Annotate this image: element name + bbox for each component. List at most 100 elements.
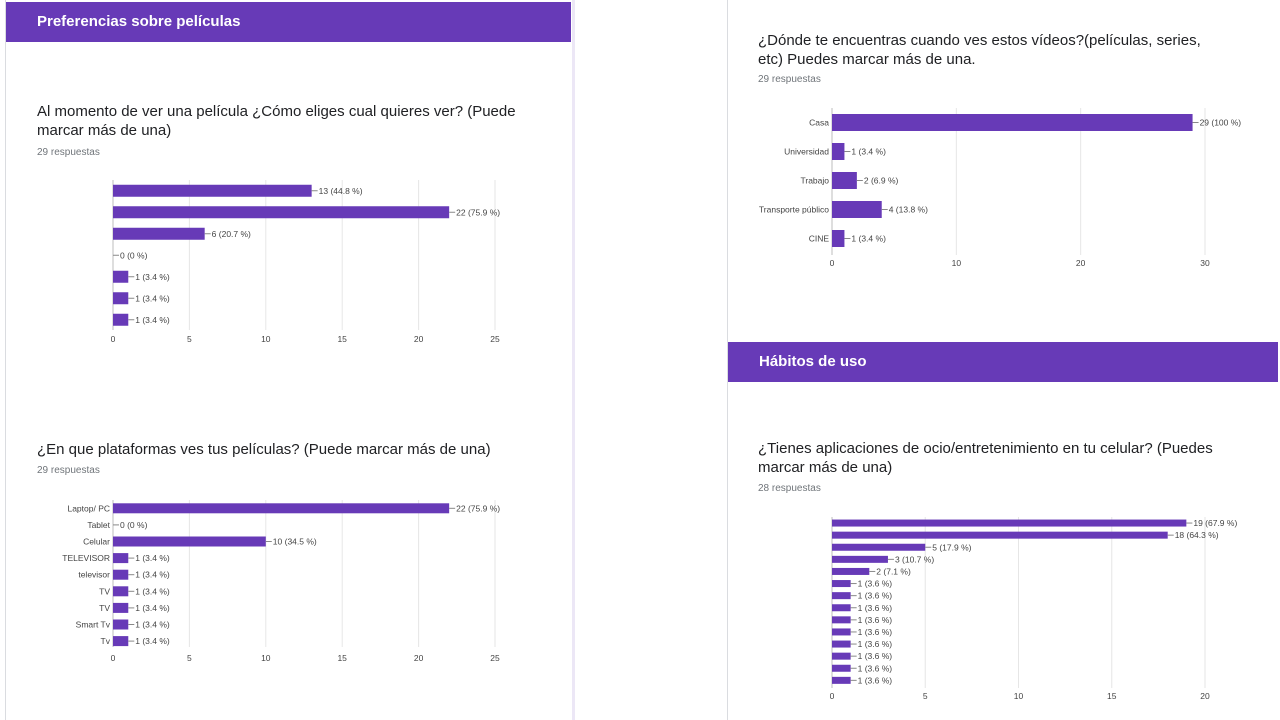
section-header-preferencias: Preferencias sobre películas (6, 2, 571, 42)
data-label: 1 (3.6 %) (858, 639, 893, 649)
data-label: 22 (75.9 %) (456, 207, 500, 217)
x-tick-label: 0 (111, 653, 116, 663)
question-3-title: ¿Dónde te encuentras cuando ves estos ví… (758, 32, 1201, 68)
bar (113, 536, 266, 547)
bar (832, 604, 851, 612)
bar (832, 114, 1193, 131)
data-label: 18 (64.3 %) (1175, 530, 1219, 540)
x-tick-label: 20 (1200, 691, 1210, 701)
category-label: Universidad (784, 147, 829, 157)
bar (113, 553, 129, 564)
data-label: 1 (3.4 %) (135, 293, 170, 303)
data-label: 10 (34.5 %) (273, 537, 317, 547)
question-2-response-count: 29 respuestas (37, 465, 100, 476)
bar (832, 172, 857, 189)
x-tick-label: 25 (490, 653, 500, 663)
data-label: 0 (0 %) (120, 250, 148, 260)
data-label: 1 (3.4 %) (135, 603, 170, 613)
bar (832, 543, 926, 551)
x-tick-label: 10 (261, 653, 271, 663)
x-tick-label: 15 (1107, 691, 1117, 701)
bar (832, 201, 882, 218)
category-label: Casa (809, 118, 829, 128)
bar (113, 503, 450, 514)
bar (113, 292, 129, 305)
x-tick-label: 20 (1076, 258, 1086, 268)
data-label: 5 (17.9 %) (932, 542, 971, 552)
category-label: Laptop/ PC (67, 503, 110, 513)
question-4-response-count: 28 respuestas (758, 483, 821, 494)
panel-divider (572, 0, 575, 720)
data-label: 1 (3.6 %) (858, 579, 893, 589)
question-1-response-count: 29 respuestas (37, 147, 100, 158)
data-label: 13 (44.8 %) (319, 186, 363, 196)
question-1-title: Al momento de ver una película ¿Cómo eli… (37, 103, 516, 139)
data-label: 1 (3.4 %) (851, 234, 886, 244)
data-label: 1 (3.6 %) (858, 675, 893, 685)
bar (113, 206, 450, 219)
x-tick-label: 20 (414, 334, 424, 344)
x-tick-label: 5 (187, 653, 192, 663)
bar (113, 569, 129, 580)
x-tick-label: 10 (1014, 691, 1024, 701)
bar (832, 230, 845, 247)
bar (832, 664, 851, 672)
data-label: 6 (20.7 %) (212, 229, 251, 239)
x-tick-label: 25 (490, 334, 500, 344)
category-label: Tv (101, 636, 111, 646)
x-tick-label: 15 (337, 653, 347, 663)
data-label: 1 (3.4 %) (135, 570, 170, 580)
x-tick-label: 20 (414, 653, 424, 663)
category-label: Transporte público (759, 205, 829, 215)
chart-question-4: 0 5 10 15 20 19 (67.9 %) 18 (64.3 %) 5 (17.9 %)… (830, 517, 1237, 701)
data-label: 1 (3.4 %) (851, 147, 886, 157)
bar (832, 555, 888, 563)
category-label: CINE (809, 234, 830, 244)
data-label: 1 (3.6 %) (858, 591, 893, 601)
category-label: Tablet (87, 520, 110, 530)
data-label: 1 (3.6 %) (858, 627, 893, 637)
data-label: 1 (3.4 %) (135, 553, 170, 563)
data-label: 1 (3.4 %) (135, 315, 170, 325)
data-label: 1 (3.6 %) (858, 615, 893, 625)
bar (832, 519, 1187, 527)
chart-question-3: 0 10 20 30 29 (100 %) Casa 1 (3.4 %) Universida… (759, 108, 1241, 268)
bar (113, 586, 129, 597)
data-label: 0 (0 %) (120, 520, 148, 530)
data-label: 1 (3.4 %) (135, 636, 170, 646)
data-label: 2 (6.9 %) (864, 176, 899, 186)
bar (113, 602, 129, 613)
bar (113, 227, 205, 240)
bar (832, 143, 845, 160)
question-4-title: ¿Tienes aplicaciones de ocio/entretenimi… (758, 440, 1213, 476)
bar (113, 270, 129, 283)
data-label: 1 (3.6 %) (858, 651, 893, 661)
bar (832, 628, 851, 636)
bar (832, 676, 851, 684)
bar (113, 619, 129, 630)
x-tick-label: 0 (111, 334, 116, 344)
left-form-panel (5, 0, 574, 720)
category-label: Celular (83, 537, 110, 547)
data-label: 1 (3.4 %) (135, 620, 170, 630)
category-label: televisor (78, 570, 110, 580)
category-label: Smart Tv (76, 620, 111, 630)
x-tick-label: 5 (923, 691, 928, 701)
bar (832, 640, 851, 648)
bar (832, 531, 1168, 539)
bar (113, 184, 312, 197)
x-tick-label: 10 (952, 258, 962, 268)
bar (832, 652, 851, 660)
chart-question-1: 0 5 10 15 20 25 13 (44.8 %) 22 (75.9 %) 6 (20.7 … (111, 180, 500, 344)
data-label: 1 (3.4 %) (135, 586, 170, 596)
data-label: 4 (13.8 %) (889, 205, 928, 215)
x-tick-label: 10 (261, 334, 271, 344)
data-label: 22 (75.9 %) (456, 503, 500, 513)
category-label: TV (99, 603, 110, 613)
question-3-response-count: 29 respuestas (758, 74, 821, 85)
x-tick-label: 30 (1200, 258, 1210, 268)
category-label: Trabajo (800, 176, 829, 186)
question-2-title: ¿En que plataformas ves tus películas? (… (37, 441, 491, 458)
bar (832, 616, 851, 624)
data-label: 19 (67.9 %) (1193, 518, 1237, 528)
